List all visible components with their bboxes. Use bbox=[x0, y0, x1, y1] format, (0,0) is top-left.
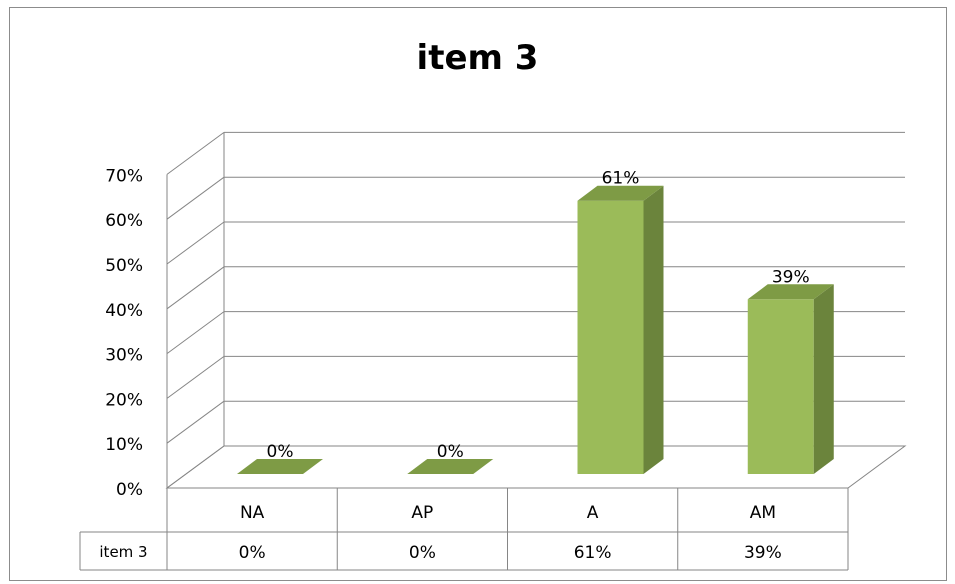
bar-front bbox=[577, 200, 644, 474]
gridline-side bbox=[166, 355, 225, 399]
bar-top bbox=[577, 185, 664, 201]
data-label: 61% bbox=[602, 169, 640, 189]
gridline-side bbox=[166, 176, 225, 220]
data-table: NA 0% AP 0% A 61% AM 39% item 3 bbox=[79, 487, 849, 571]
y-tick-label: 30% bbox=[105, 346, 143, 366]
data-labels: 0% 0% 61% 39% bbox=[267, 169, 810, 462]
x-tick-label: NA bbox=[240, 503, 265, 523]
y-axis-ticks: 0% 10% 20% 30% 40% 50% 60% 70% bbox=[105, 166, 143, 500]
gridline-side bbox=[166, 131, 225, 175]
table-cell: 39% bbox=[744, 543, 782, 563]
bars bbox=[237, 185, 834, 474]
data-label: 0% bbox=[267, 442, 294, 462]
gridline-side bbox=[166, 266, 225, 310]
gridline-side bbox=[166, 400, 225, 444]
y-tick-label: 40% bbox=[105, 301, 143, 321]
table-cell: 0% bbox=[239, 543, 266, 563]
data-label: 0% bbox=[437, 442, 464, 462]
table-cell: 61% bbox=[574, 543, 612, 563]
y-tick-label: 60% bbox=[105, 211, 143, 231]
y-tick-label: 20% bbox=[105, 390, 143, 410]
gridline-side bbox=[166, 221, 225, 265]
bar-top bbox=[747, 284, 834, 300]
x-tick-label: AM bbox=[750, 503, 776, 523]
bar-front bbox=[747, 299, 814, 474]
bar-AM bbox=[747, 284, 834, 474]
table-cell: 0% bbox=[409, 543, 436, 563]
bar-side bbox=[813, 284, 834, 474]
bar-side bbox=[643, 185, 664, 474]
bar-AP bbox=[407, 459, 494, 474]
y-tick-label: 70% bbox=[105, 166, 143, 186]
bar-A bbox=[577, 185, 664, 474]
data-label: 39% bbox=[772, 267, 810, 287]
y-tick-label: 10% bbox=[105, 435, 143, 455]
x-tick-label: A bbox=[587, 503, 599, 523]
bar-NA bbox=[237, 459, 323, 474]
chart-title: item 3 bbox=[416, 38, 539, 78]
bar-top bbox=[237, 459, 323, 474]
y-tick-label: 50% bbox=[105, 256, 143, 276]
gridline-side bbox=[166, 311, 225, 355]
x-tick-label: AP bbox=[411, 503, 433, 523]
bar-top bbox=[407, 459, 494, 474]
y-tick-label: 0% bbox=[116, 480, 143, 500]
series-name: item 3 bbox=[99, 543, 147, 561]
